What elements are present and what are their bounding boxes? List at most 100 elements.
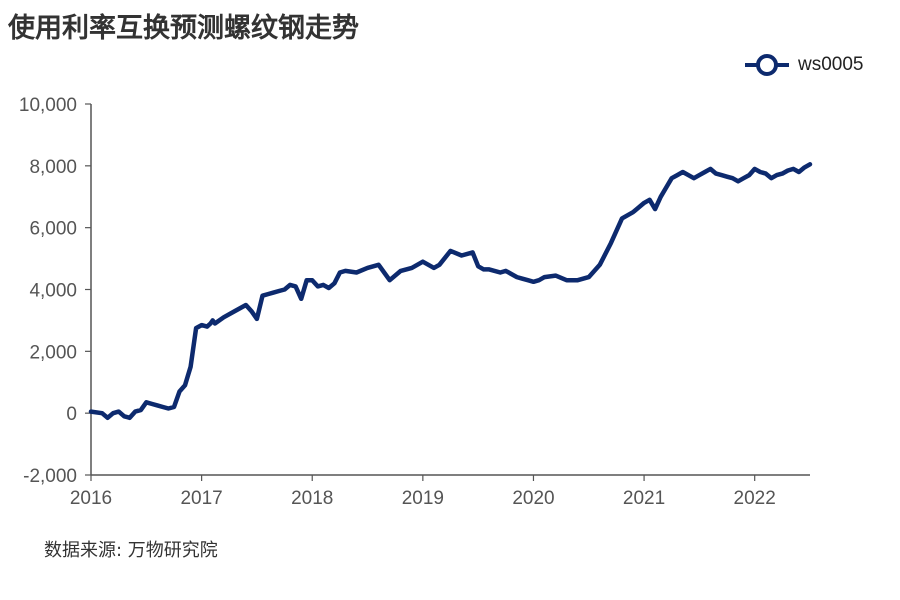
data-point (687, 174, 690, 176)
data-point (709, 168, 712, 170)
y-tick-label: 8,000 (29, 157, 77, 178)
data-point (344, 270, 347, 272)
data-point (90, 410, 92, 413)
data-point (538, 279, 540, 282)
data-point (621, 217, 623, 220)
data-point (471, 251, 474, 254)
data-point (588, 276, 590, 278)
data-point (776, 174, 778, 176)
y-tick-label: 2,000 (29, 342, 77, 363)
data-point (438, 264, 441, 266)
data-point (156, 404, 159, 407)
data-point (499, 271, 502, 274)
x-tick-label: 2016 (70, 488, 112, 509)
y-axis-ticks: -2,000 0 2,000 4,000 6,000 8,000 10,000 (19, 95, 91, 487)
data-point (648, 199, 651, 201)
data-point (449, 250, 452, 252)
x-axis-ticks: 2016 2017 2018 2019 2020 2021 2022 (70, 475, 776, 509)
data-point (322, 284, 325, 286)
data-point (261, 294, 264, 297)
data-point (676, 174, 679, 176)
data-point (140, 409, 142, 411)
data-point (311, 279, 314, 282)
data-point (742, 177, 745, 179)
data-point (317, 285, 319, 288)
data-point (256, 318, 258, 320)
data-point (720, 174, 723, 176)
x-tick-label: 2017 (180, 488, 222, 509)
data-point (112, 412, 114, 415)
data-point (195, 327, 197, 329)
data-point (366, 267, 369, 269)
data-point (333, 282, 336, 285)
data-point (731, 177, 734, 179)
data-point (632, 211, 634, 213)
data-point (477, 265, 480, 268)
data-point (214, 322, 216, 325)
data-point (809, 163, 811, 166)
data-point (726, 175, 728, 178)
x-tick-label: 2019 (402, 488, 444, 509)
data-point (245, 304, 247, 306)
data-point (693, 177, 695, 179)
data-point (704, 171, 706, 173)
data-point (106, 417, 109, 419)
data-point (427, 264, 430, 266)
data-point (167, 407, 170, 410)
data-point (272, 291, 275, 294)
y-tick-label: 0 (66, 404, 77, 425)
data-point (599, 264, 601, 266)
data-point (527, 279, 529, 282)
data-point (698, 174, 701, 176)
data-point (278, 290, 280, 292)
data-point (670, 177, 673, 179)
data-point (117, 410, 120, 413)
data-point (206, 325, 208, 328)
data-point (234, 310, 236, 312)
data-point (189, 366, 192, 368)
data-point (765, 172, 767, 175)
data-point (399, 270, 402, 272)
data-point (737, 180, 739, 183)
data-point (792, 168, 795, 170)
data-point (151, 403, 153, 405)
data-point (377, 264, 380, 266)
y-tick-label: 6,000 (29, 219, 77, 240)
data-point (184, 384, 186, 387)
data-point (521, 277, 524, 280)
data-point (422, 260, 424, 263)
data-point (803, 166, 806, 169)
x-tick-label: 2018 (291, 488, 333, 509)
data-point (411, 267, 413, 269)
data-point (488, 268, 491, 271)
legend-line-marker-icon (745, 54, 789, 76)
data-point (289, 284, 291, 286)
x-tick-label: 2022 (734, 488, 776, 509)
axes (90, 104, 810, 476)
data-point (305, 279, 308, 282)
data-point (328, 287, 330, 289)
data-point (659, 196, 662, 198)
data-point (267, 293, 269, 295)
x-tick-label: 2020 (512, 488, 554, 509)
data-point (665, 186, 667, 189)
source-note: 数据来源: 万物研究院 (44, 540, 218, 561)
data-point (781, 172, 784, 175)
data-point (610, 242, 612, 244)
data-point (748, 174, 750, 176)
data-point (532, 281, 535, 283)
data-point (643, 202, 645, 204)
data-point (715, 172, 717, 175)
legend-label: ws0005 (798, 54, 864, 75)
data-point (654, 208, 656, 210)
data-point (173, 406, 175, 408)
data-point (101, 412, 103, 415)
series-layer (88, 162, 813, 421)
y-tick-label: -2,000 (23, 466, 77, 487)
data-point (787, 169, 789, 172)
data-point (123, 415, 125, 418)
data-point (300, 298, 303, 300)
data-point (798, 171, 800, 173)
data-point (250, 310, 253, 312)
